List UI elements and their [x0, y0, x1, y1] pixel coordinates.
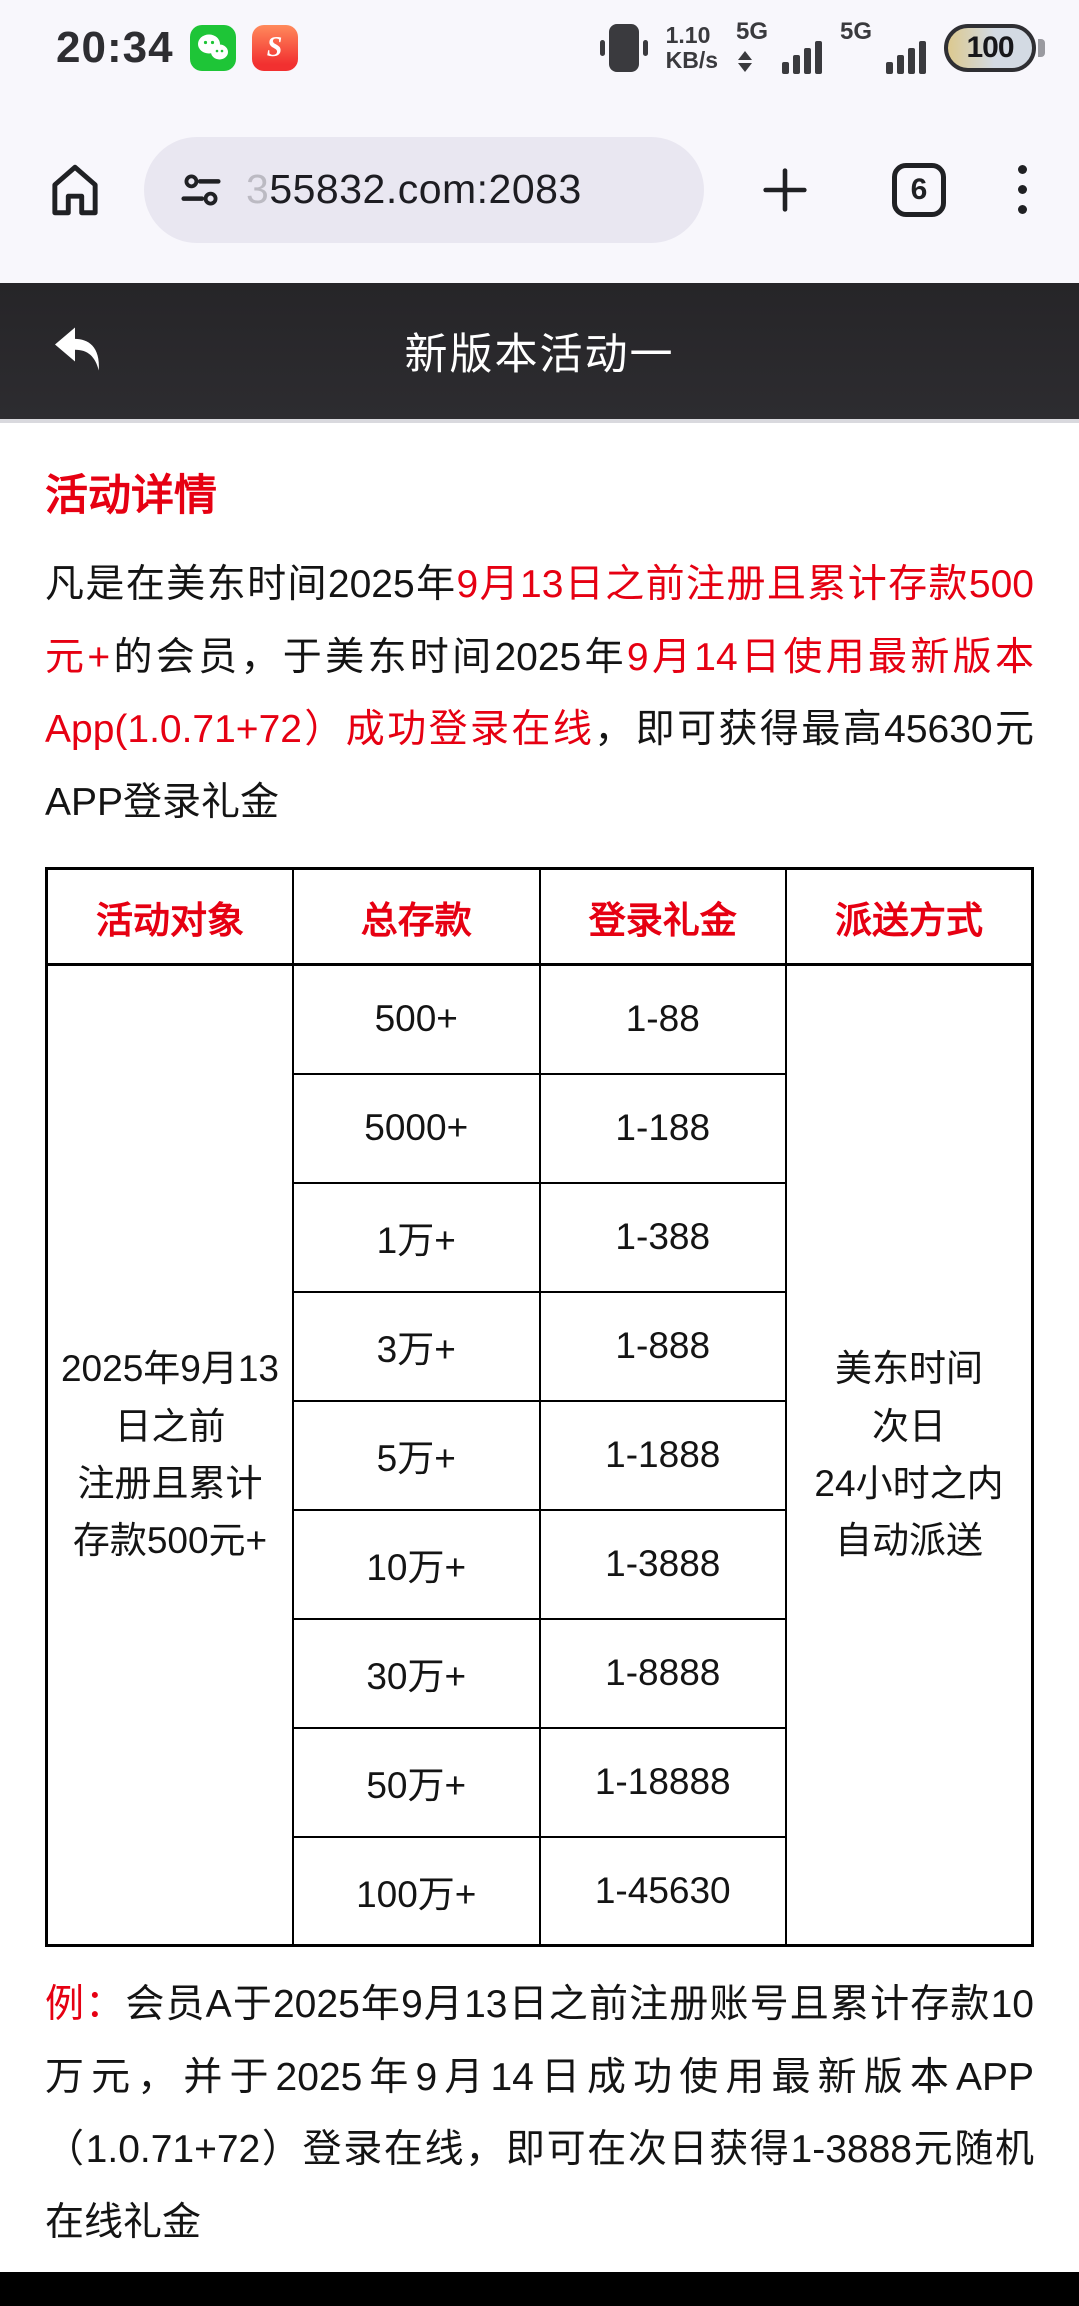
intro-seg-1: 凡是在美东时间2025年	[45, 563, 457, 606]
url-text: 355832.com:2083	[246, 166, 582, 212]
table-row: 10万+ 1-3888	[47, 1508, 1033, 1620]
col-header-bonus: 登录礼金	[538, 867, 787, 967]
intro-seg-2: 9月13日之前注册且累计存款500元+	[45, 563, 1034, 679]
col-header-audience: 活动对象	[45, 867, 294, 967]
example-label: 例：	[45, 1983, 126, 2027]
bonus-cell: 1-3888	[538, 1508, 787, 1620]
bonus-cell: 1-8888	[538, 1617, 787, 1729]
data-updown-arrows-icon	[738, 51, 752, 72]
deposit-cell: 100万+	[292, 1835, 541, 1947]
bonus-cell: 1-188	[538, 1072, 787, 1184]
tab-switcher-button[interactable]: 6	[892, 162, 946, 217]
deposit-cell: 5000+	[292, 1072, 541, 1184]
col-header-deposit: 总存款	[292, 867, 541, 967]
bonus-cell: 1-1888	[538, 1399, 787, 1511]
example-text: 会员A于2025年9月13日之前注册账号且累计存款10万元，并于2025年9月1…	[45, 1983, 1034, 2244]
intro-seg-5: ，即可获得最高45630元APP登录礼金	[45, 708, 1035, 824]
example-paragraph: 例：会员A于2025年9月13日之前注册账号且累计存款10万元，并于2025年9…	[45, 1969, 1034, 2259]
network-speed: 1.10 KB/s	[665, 21, 718, 73]
vibrate-mode-icon	[599, 24, 648, 72]
table-row: 2025年9月13 日之前 注册且累计 存款500元+ 500+ 1-88 美东…	[45, 963, 1034, 1947]
url-faded-prefix: 3	[246, 166, 270, 212]
new-tab-button[interactable]	[756, 161, 814, 219]
red-app-notification-icon: S	[251, 25, 298, 71]
deposit-cell: 1万+	[292, 1181, 541, 1293]
back-button[interactable]	[46, 317, 110, 386]
page-title: 新版本活动一	[404, 331, 675, 379]
details-heading: 活动详情	[45, 472, 217, 520]
sim2-signal-icon: 5G	[840, 18, 926, 78]
browser-toolbar: 355832.com:2083 6	[0, 96, 1079, 283]
page-header: 新版本活动一	[0, 283, 1079, 423]
col-header-delivery: 派送方式	[785, 867, 1034, 967]
table-row: 5万+ 1-1888	[47, 1399, 1033, 1511]
table-row: 3万+ 1-888	[47, 1290, 1033, 1402]
deposit-cell: 50万+	[292, 1726, 541, 1838]
intro-paragraph: 凡是在美东时间2025年9月13日之前注册且累计存款500元+的会员，于美东时间…	[45, 549, 1034, 839]
intro-seg-4: 9月14日使用最新版本App(1.0.71+72）成功登录在线	[45, 635, 1035, 752]
home-button[interactable]	[44, 159, 106, 221]
battery-indicator: 100	[944, 24, 1045, 72]
delivery-cell: 美东时间 次日 24小时之内 自动派送	[785, 963, 1034, 1947]
wechat-notification-icon	[189, 25, 236, 71]
deposit-cell: 500+	[292, 963, 541, 1075]
home-icon	[52, 164, 98, 215]
bottom-cutoff-bar	[0, 2272, 1079, 2306]
deposit-cell: 5万+	[292, 1399, 541, 1511]
audience-cell: 2025年9月13 日之前 注册且累计 存款500元+	[45, 963, 294, 1947]
deposit-cell: 30万+	[292, 1617, 541, 1729]
table-row: 1万+ 1-388	[47, 1181, 1033, 1293]
bonus-table: 活动对象 总存款 登录礼金 派送方式 2025年9月13 日之前 注册且累计 存…	[45, 867, 1034, 1948]
bonus-cell: 1-88	[538, 963, 787, 1075]
wechat-bubbles-icon	[197, 34, 228, 60]
table-row: 30万+ 1-8888	[47, 1617, 1033, 1729]
site-settings-icon	[181, 173, 221, 206]
table-row: 100万+ 1-45630	[47, 1835, 1033, 1947]
sim1-signal-icon: 5G	[736, 18, 822, 78]
bonus-cell: 1-18888	[538, 1726, 787, 1838]
table-row: 50万+ 1-18888	[47, 1726, 1033, 1838]
bonus-cell: 1-388	[538, 1181, 787, 1293]
tab-count: 6	[910, 172, 928, 206]
browser-menu-button[interactable]	[1018, 165, 1027, 214]
intro-seg-3: 的会员，于美东时间2025年	[110, 635, 627, 679]
status-bar: 20:34 S 1.10 KB/s	[0, 0, 1079, 96]
table-header-row: 活动对象 总存款 登录礼金 派送方式	[45, 867, 1034, 967]
clock: 20:34	[56, 23, 174, 72]
url-bar[interactable]: 355832.com:2083	[144, 136, 704, 243]
deposit-cell: 10万+	[292, 1508, 541, 1620]
plus-icon	[763, 167, 807, 212]
back-arrow-icon	[55, 327, 99, 371]
promo-content: 活动详情 凡是在美东时间2025年9月13日之前注册且累计存款500元+的会员，…	[0, 423, 1079, 2306]
bonus-cell: 1-888	[538, 1290, 787, 1402]
table-row: 5000+ 1-188	[47, 1072, 1033, 1184]
bonus-cell: 1-45630	[538, 1835, 787, 1947]
deposit-cell: 3万+	[292, 1290, 541, 1402]
